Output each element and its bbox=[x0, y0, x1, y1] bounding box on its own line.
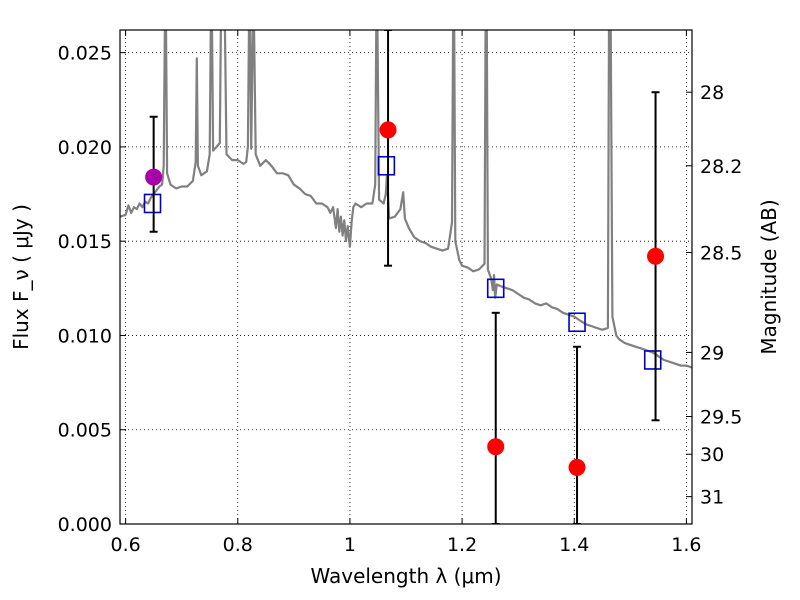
y-tick-label: 0.005 bbox=[58, 420, 112, 442]
right-tick-label: 31 bbox=[700, 487, 724, 509]
observed-flux-point bbox=[647, 247, 665, 265]
x-tick-label: 1.4 bbox=[559, 534, 589, 556]
right-tick-label: 29.5 bbox=[700, 407, 742, 429]
observed-flux-point bbox=[145, 168, 163, 186]
model-spectrum-line bbox=[120, 30, 692, 369]
right-tick-label: 28.5 bbox=[700, 242, 742, 264]
right-tick-label: 28.2 bbox=[700, 156, 742, 178]
observed-flux-point bbox=[568, 458, 586, 476]
model-photometry-square bbox=[568, 312, 586, 333]
y-tick-label: 0.000 bbox=[58, 514, 112, 536]
plot-area bbox=[120, 30, 692, 524]
x-tick-label: 1.6 bbox=[671, 534, 701, 556]
right-tick-label: 29 bbox=[700, 342, 724, 364]
observed-flux-point bbox=[487, 438, 505, 456]
model-photometry-square bbox=[486, 278, 505, 299]
y-axis-label: Flux F_ν ( μJy ) bbox=[9, 204, 33, 350]
model-photometry-square bbox=[377, 155, 396, 176]
y-tick-label: 0.020 bbox=[58, 137, 112, 159]
right-tick-label: 30 bbox=[700, 444, 724, 466]
y-tick-label: 0.015 bbox=[58, 231, 112, 253]
y-tick-label: 0.025 bbox=[58, 43, 112, 65]
x-tick-label: 1 bbox=[344, 534, 356, 556]
right-tick-label: 28 bbox=[700, 82, 724, 104]
right-axis-label: Magnitude (AB) bbox=[757, 199, 781, 354]
y-tick-label: 0.010 bbox=[58, 325, 112, 347]
observed-flux-point bbox=[379, 121, 397, 139]
x-tick-label: 1.2 bbox=[447, 534, 477, 556]
model-photometry-square bbox=[643, 350, 662, 370]
axes-frame bbox=[119, 29, 693, 525]
model-photometry-square bbox=[143, 193, 162, 214]
x-tick-label: 0.6 bbox=[110, 534, 140, 556]
x-axis-label: Wavelength λ (μm) bbox=[310, 564, 501, 588]
axis-ticks: 0.6 0.8 1 1.2 1.4 1.6 0.000 0.005 0.010 0.015 0.02… bbox=[58, 30, 742, 556]
x-tick-label: 0.8 bbox=[223, 534, 253, 556]
